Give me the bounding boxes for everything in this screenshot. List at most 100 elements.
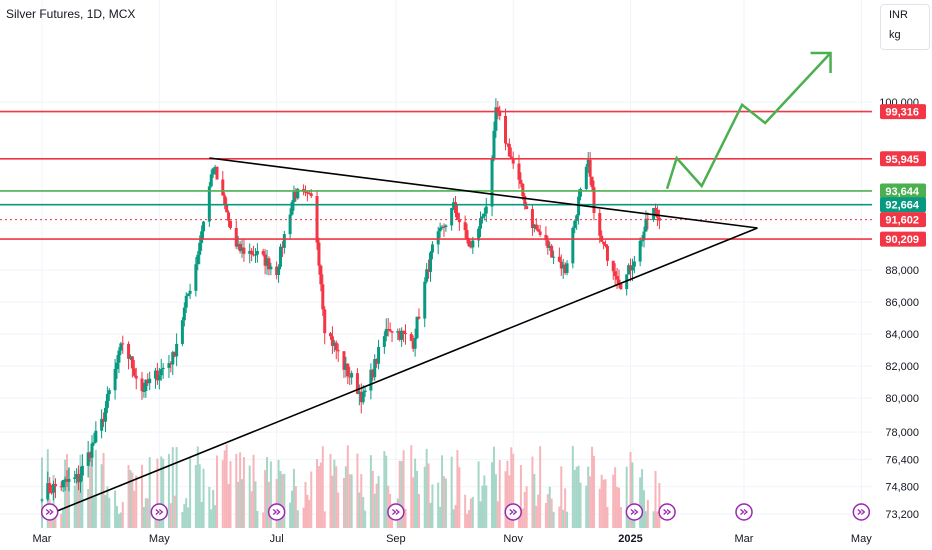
volume-bar [591,446,594,528]
volume-bar [471,496,474,528]
volume-bar [87,488,90,528]
chart-title: Silver Futures, 1D, MCX [6,7,136,21]
volume-bar [602,479,605,528]
volume-bar [552,511,555,528]
candle-body [148,378,152,384]
candle-body [613,271,617,277]
unit-selector[interactable]: INR kg [880,4,930,50]
volume-bar [614,467,617,528]
volume-bar [212,489,215,528]
candle-body [88,452,92,458]
candle-body [67,478,71,482]
candle-body [377,346,381,364]
event-marker[interactable] [504,503,522,521]
volume-bar [512,453,515,528]
event-marker[interactable] [625,503,644,521]
x-tick-label: Jul [270,533,284,545]
candle-body [342,351,346,370]
candle-body [52,483,56,493]
candle-body [278,246,282,267]
candle-body [411,340,415,349]
candle-body [525,206,529,210]
volume-bar [181,511,184,528]
candle-body [509,156,513,159]
volume-bar [539,446,542,528]
volume-bar [162,458,165,528]
volume-bar [579,482,582,528]
candle-body [550,245,554,258]
volume-bar [294,486,297,528]
volume-bar [267,481,270,528]
candle-body [92,442,96,444]
candle-body [477,228,481,241]
event-marker[interactable] [735,503,753,521]
event-marker[interactable] [150,503,169,521]
volume-bar [492,446,495,528]
event-marker[interactable] [387,503,405,521]
volume-bar [452,509,455,528]
volume-bar [631,462,634,528]
candle-body [573,220,577,228]
candle-body [561,264,565,269]
volume-bar [269,461,272,528]
volume-bar [575,466,578,528]
event-marker[interactable] [658,503,676,521]
volume-bar [242,457,245,528]
volume-bar [496,501,499,528]
candle-body [290,202,294,215]
volume-bar [102,452,105,528]
candle-body [617,279,621,284]
volume-bar [94,449,97,528]
candle-body [575,215,579,221]
candle-body [155,370,159,381]
volume-bar [442,476,445,528]
volume-bar [75,474,78,528]
volume-bar [464,494,467,528]
unit-label[interactable]: kg [889,29,901,41]
volume-bar [289,502,292,528]
projection-arrowhead [810,51,832,73]
candle-body [344,363,348,370]
candle-body [102,418,106,422]
candle-body [654,207,658,210]
currency-label[interactable]: INR [889,9,908,21]
volume-bar [350,474,353,528]
candle-body [130,356,134,369]
candle-body [544,234,548,241]
volume-bar [337,492,340,528]
price-label-bg [880,197,926,213]
x-tick-label: Mar [735,533,754,545]
candle-body [571,227,575,264]
event-marker[interactable] [40,503,59,521]
volume-bar [560,466,563,528]
candle-body [261,251,265,255]
event-marker[interactable] [267,503,286,521]
candle-body [59,486,63,488]
candle-body [119,343,123,351]
volume-bar [437,482,440,528]
volume-bar [169,503,172,528]
volume-bar [264,470,267,528]
volume-bar [466,513,469,528]
volume-bar [600,474,603,528]
candle-body [309,193,313,197]
candle-body [638,240,642,262]
volume-bar [256,511,259,528]
volume-bar [262,512,265,528]
event-icon [391,509,400,515]
candle-body [350,373,354,378]
candle-body [429,252,433,272]
candle-body [236,243,240,247]
volume-bar [550,498,553,528]
volume-bar [517,510,520,528]
volume-bar [317,466,320,528]
volume-bar [173,495,176,528]
volume-bar [585,485,588,528]
candle-body [373,359,377,378]
candle-body [615,276,619,280]
event-marker[interactable] [852,503,871,521]
volume-bar [625,466,628,528]
volume-bar [639,477,642,528]
candle-body [223,195,227,206]
